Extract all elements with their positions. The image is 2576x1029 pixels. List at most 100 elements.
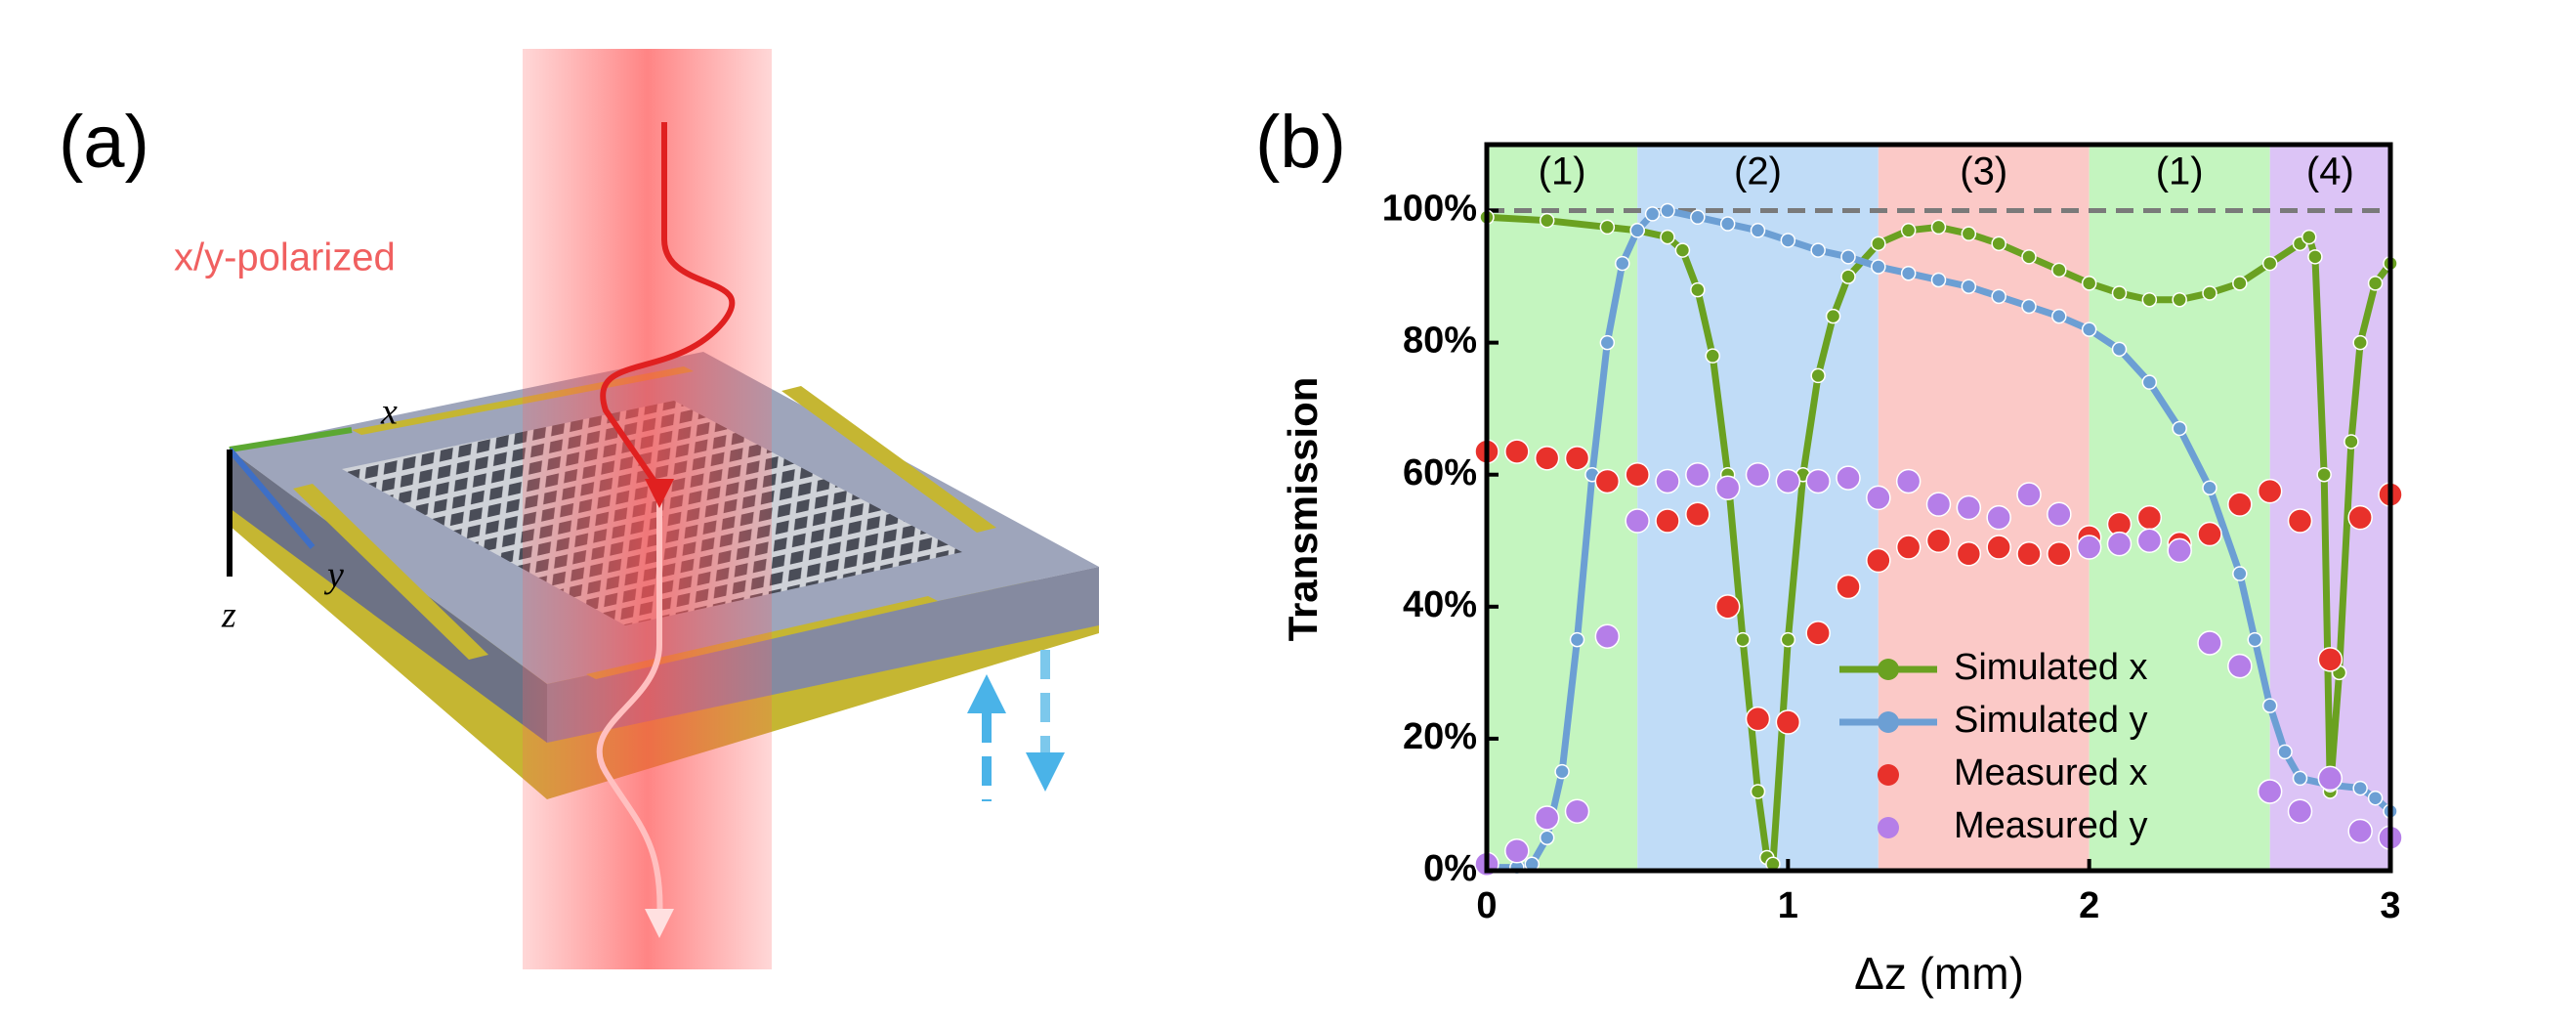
data-point (2277, 744, 2293, 760)
data-point (1991, 288, 2006, 305)
data-point (2111, 285, 2128, 301)
plot: (1) (2) (3) (1) (4) 0% 20% 40% 60% 80% 100% 0 1 2 3 Sim… (1382, 142, 2403, 926)
legend-marker (1878, 711, 1899, 733)
data-point (1866, 485, 1891, 511)
data-point (1805, 621, 1831, 646)
data-point (1961, 279, 1977, 294)
data-point (1775, 468, 1801, 494)
region-label: (1) (2156, 150, 2204, 193)
data-point (1504, 837, 1530, 864)
data-point (1534, 805, 1560, 831)
data-point (2292, 770, 2308, 787)
legend-marker (1878, 659, 1899, 680)
data-point (1504, 439, 1530, 464)
y-tick-label: 0% (1423, 848, 1477, 889)
data-point (1719, 216, 1736, 232)
data-point (1569, 631, 1585, 648)
region-label: (3) (1960, 150, 2007, 193)
data-point (2287, 798, 2313, 824)
data-point (1925, 492, 1952, 517)
legend-marker (1878, 764, 1899, 786)
data-point (1690, 209, 1706, 226)
data-point (1745, 461, 1771, 488)
data-point (1871, 236, 1886, 252)
data-point (1564, 446, 1590, 471)
data-point (1930, 219, 1947, 236)
region-label: (1) (1539, 150, 1586, 193)
panel-label: (a) (59, 101, 149, 184)
data-point (2051, 262, 2067, 279)
data-point (1674, 242, 1691, 258)
data-point (2287, 508, 2313, 534)
data-point (2081, 322, 2097, 337)
data-point (1825, 308, 1841, 324)
data-point (1895, 468, 1921, 494)
data-point (2317, 765, 2344, 792)
x-axis-title: Δz (mm) (1854, 948, 2024, 999)
data-point (2347, 504, 2373, 531)
data-point (2136, 504, 2163, 531)
y-axis-title: Transmission (1280, 377, 1326, 642)
y-tick-label: 60% (1403, 452, 1477, 493)
data-point (2302, 229, 2317, 245)
data-point (1805, 468, 1831, 494)
data-point (1986, 535, 2011, 560)
legend-label: Simulated y (1954, 700, 2148, 741)
series-line (1486, 213, 2393, 873)
data-point (1810, 242, 1826, 258)
data-point (1991, 236, 2006, 252)
x-tick-label: 0 (1476, 885, 1497, 926)
data-point (1925, 528, 1952, 554)
data-point (2261, 255, 2278, 272)
data-point (1956, 494, 1982, 521)
region (1637, 145, 1879, 871)
data-point (1780, 631, 1796, 648)
data-point (1956, 541, 1982, 567)
data-point (1660, 202, 1675, 219)
data-point (2367, 276, 2384, 291)
data-point (1900, 265, 1917, 281)
data-point (2232, 566, 2248, 581)
panel-label: (b) (1255, 101, 1346, 184)
data-point (2227, 492, 2253, 517)
data-point (2197, 630, 2222, 656)
data-point (1685, 461, 1710, 488)
data-point (1534, 446, 1560, 471)
data-point (2136, 528, 2163, 554)
data-point (2051, 308, 2067, 324)
data-point (1644, 206, 1661, 222)
data-point (1655, 508, 1680, 534)
data-point (2257, 779, 2283, 804)
axis-label: x (380, 392, 398, 433)
legend-label: Measured x (1954, 752, 2148, 793)
data-point (1840, 249, 1856, 265)
y-tick-label: 40% (1403, 584, 1477, 625)
data-point (2021, 298, 2037, 315)
data-point (1871, 259, 1886, 275)
x-tick-label: 2 (2079, 885, 2099, 926)
data-point (1564, 798, 1590, 824)
data-point (1629, 223, 1645, 238)
plot-frame (1484, 142, 2393, 874)
data-point (2021, 249, 2037, 265)
data-point (1930, 272, 1947, 288)
data-point (2347, 818, 2373, 844)
data-point (2247, 631, 2262, 648)
data-point (1986, 504, 2011, 531)
data-point (2202, 480, 2217, 495)
data-point (1836, 465, 1861, 491)
data-point (2141, 291, 2158, 308)
polarization-label: x/y-polarized (174, 236, 396, 279)
data-point (1599, 334, 1616, 351)
data-point (2172, 420, 2187, 437)
data-point (2016, 482, 2042, 507)
legend-label: Simulated x (1954, 647, 2148, 688)
data-point (1735, 631, 1751, 648)
x-tick-label: 1 (1778, 885, 1798, 926)
data-point (1714, 594, 1741, 620)
data-point (2111, 341, 2128, 358)
data-point (1615, 255, 1630, 272)
data-point (2016, 541, 2042, 567)
